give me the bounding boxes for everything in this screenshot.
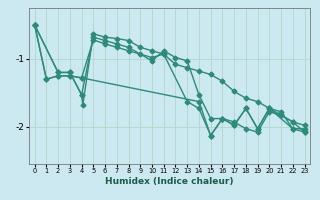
- X-axis label: Humidex (Indice chaleur): Humidex (Indice chaleur): [105, 177, 234, 186]
